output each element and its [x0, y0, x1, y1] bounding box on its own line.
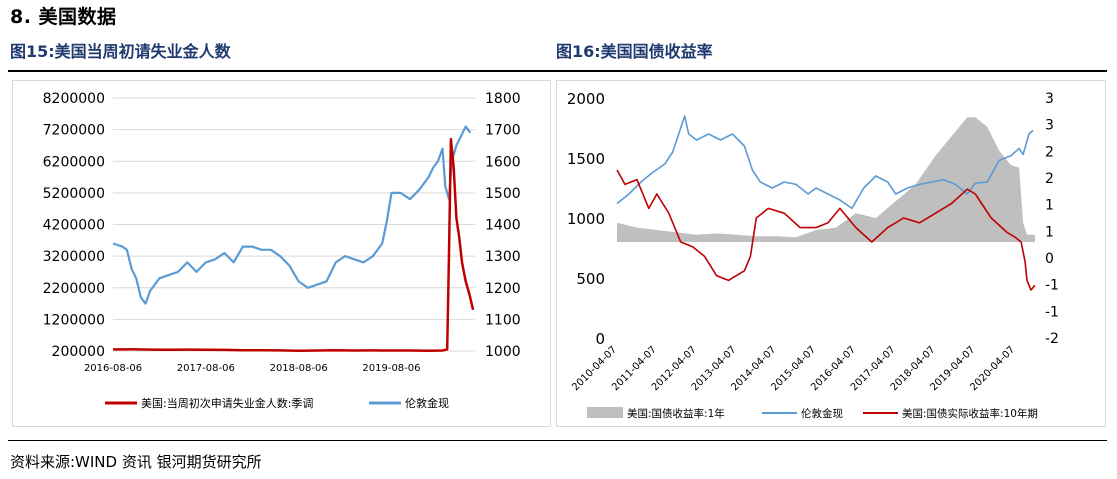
- y-right-tick-label: 2: [1045, 144, 1054, 160]
- y-left-tick-label: 1500: [567, 150, 605, 168]
- legend-label-gold: 伦敦金现: [801, 407, 843, 420]
- y-right-tick-label: 3: [1045, 118, 1054, 134]
- y-right-tick-label: 1: [1045, 198, 1054, 214]
- source-note: 资料来源:WIND 资讯 银河期货研究所: [10, 453, 262, 471]
- series-line-jobless-claims: [112, 137, 475, 352]
- y-right-tick-label: 1600: [485, 154, 521, 170]
- y-left-tick-label: 2000: [567, 90, 605, 108]
- footer-rule: [8, 440, 1107, 441]
- legend-swatch-1y-yield: [587, 407, 623, 418]
- chart-panel-jobless: 8200000 1800 7200000 1700 6200000 1600 5200000…: [12, 80, 551, 427]
- y-right-tick-label: -1: [1045, 304, 1059, 320]
- series-line-gold: [616, 115, 1034, 210]
- y-left-tick-label: 5200000: [43, 186, 105, 202]
- y-right-tick-label: -1: [1045, 278, 1059, 294]
- legend-label-gold: 伦敦金现: [405, 396, 449, 410]
- y-right-tick-label: 1700: [485, 123, 521, 139]
- y-right-tick-label: 1300: [485, 249, 521, 265]
- y-right-tick-label: -2: [1045, 331, 1059, 347]
- y-right-tick-label: 1400: [485, 218, 521, 234]
- legend-label-1y-yield: 美国:国债收益率:1年: [627, 407, 725, 420]
- y-right-tick-label: 1100: [485, 312, 521, 328]
- chart-panel-yield: 2000 1500 1000 500 0 3 3 2 2 1 1 0 -1 -1 -2 2010-04-07 2…: [556, 80, 1106, 427]
- x-tick-label: 2017-08-06: [177, 363, 235, 374]
- section-title: 8. 美国数据: [10, 6, 117, 28]
- x-tick-label: 2016-08-06: [84, 363, 142, 374]
- jobless-claims-chart: 8200000 1800 7200000 1700 6200000 1600 5200000…: [43, 91, 521, 410]
- treasury-yield-chart: 20001500100050003322110-1-1-22010-04-072…: [567, 90, 1059, 420]
- header-rule: [8, 70, 1107, 72]
- y-left-tick-label: 0: [595, 330, 605, 348]
- y-left-tick-label: 3200000: [43, 249, 105, 265]
- y-left-tick-label: 200000: [52, 344, 105, 360]
- y-left-tick-label: 1000: [567, 210, 605, 228]
- y-left-tick-label: 7200000: [43, 123, 105, 139]
- y-left-tick-label: 4200000: [43, 218, 105, 234]
- y-right-tick-label: 1: [1045, 224, 1054, 240]
- y-right-tick-label: 0: [1045, 251, 1054, 267]
- y-left-tick-label: 6200000: [43, 154, 105, 170]
- x-tick-label: 2018-08-06: [270, 363, 328, 374]
- legend-label-real-yield: 美国:国债实际收益率:10年期: [902, 407, 1038, 420]
- y-left-tick-label: 1200000: [43, 312, 105, 328]
- series-line-gold: [112, 125, 472, 305]
- series-area-1y-yield: [617, 117, 1035, 242]
- series-line-real-yield-10y: [616, 169, 1036, 291]
- y-left-tick-label: 8200000: [43, 91, 105, 107]
- x-tick-label: 2019-08-06: [362, 363, 420, 374]
- y-right-tick-label: 1200: [485, 281, 521, 297]
- y-right-tick-label: 3: [1045, 91, 1054, 107]
- legend-label-jobless: 美国:当周初次申请失业金人数:季调: [141, 396, 313, 410]
- y-left-tick-label: 500: [576, 270, 605, 288]
- y-right-tick-label: 2: [1045, 171, 1054, 187]
- y-right-tick-label: 1000: [485, 344, 521, 360]
- y-right-tick-label: 1500: [485, 186, 521, 202]
- chart-title-right: 图16:美国国债收益率: [556, 42, 713, 61]
- y-left-tick-label: 2200000: [43, 281, 105, 297]
- chart-title-left: 图15:美国当周初请失业金人数: [10, 42, 231, 61]
- y-right-tick-label: 1800: [485, 91, 521, 107]
